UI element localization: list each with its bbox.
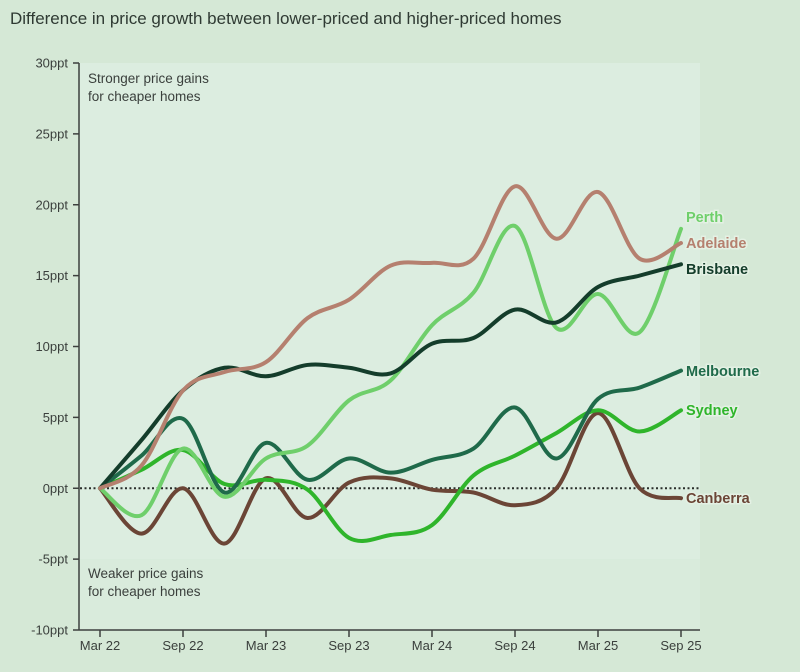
y-tick-label: 10ppt [35, 339, 68, 354]
series-label-canberra: Canberra [686, 491, 751, 507]
series-label-perth: Perth [686, 210, 723, 226]
y-tick-label: 25ppt [35, 126, 68, 141]
annotation-weaker: Weaker price gains [88, 566, 204, 581]
x-tick-label: Sep 22 [162, 638, 203, 653]
plot-area-lower [80, 559, 700, 630]
x-tick-label: Sep 25 [660, 638, 701, 653]
series-line-adelaide [98, 184, 683, 491]
x-tick-label: Mar 22 [80, 638, 120, 653]
x-tick-label: Sep 24 [494, 638, 535, 653]
y-tick-label: -10ppt [31, 623, 68, 638]
x-tick-label: Sep 23 [328, 638, 369, 653]
annotation-weaker: for cheaper homes [88, 584, 201, 599]
annotation-stronger: for cheaper homes [88, 89, 201, 104]
series-label-brisbane: Brisbane [686, 262, 748, 278]
x-tick-label: Mar 24 [412, 638, 452, 653]
y-tick-label: 30ppt [35, 56, 68, 71]
y-tick-label: -5ppt [38, 552, 68, 567]
series-line-canberra [98, 411, 683, 546]
series-line-melbourne [98, 368, 683, 495]
y-tick-label: 5ppt [43, 410, 69, 425]
series-label-adelaide: Adelaide [686, 236, 746, 252]
y-tick-label: 0ppt [43, 481, 69, 496]
series-label-melbourne: Melbourne [686, 364, 759, 380]
chart-title: Difference in price growth between lower… [10, 9, 562, 28]
x-tick-label: Mar 25 [578, 638, 618, 653]
x-tick-label: Mar 23 [246, 638, 286, 653]
annotation-stronger: Stronger price gains [88, 71, 209, 86]
plot-area-upper [80, 63, 700, 560]
y-tick-label: 20ppt [35, 197, 68, 212]
y-tick-label: 15ppt [35, 268, 68, 283]
series-label-sydney: Sydney [686, 403, 738, 419]
